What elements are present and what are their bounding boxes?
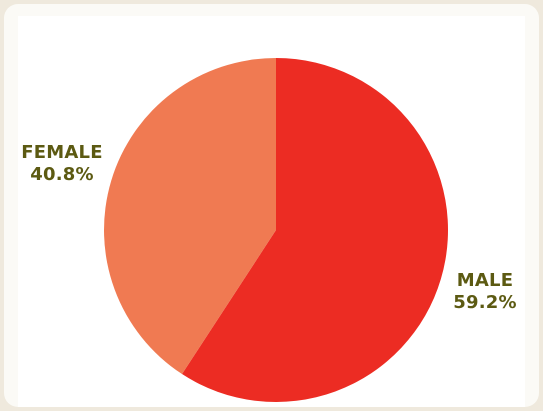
female-label-group: FEMALE 40.8% [10, 142, 114, 186]
female-label: FEMALE [21, 142, 103, 163]
female-percent: 40.8% [30, 164, 94, 185]
pie-slice-male [182, 58, 449, 403]
male-percent: 59.2% [453, 292, 517, 313]
pie-slice-female [104, 58, 276, 375]
male-label: MALE [456, 270, 514, 291]
male-label-group: MALE 59.2% [440, 270, 530, 314]
